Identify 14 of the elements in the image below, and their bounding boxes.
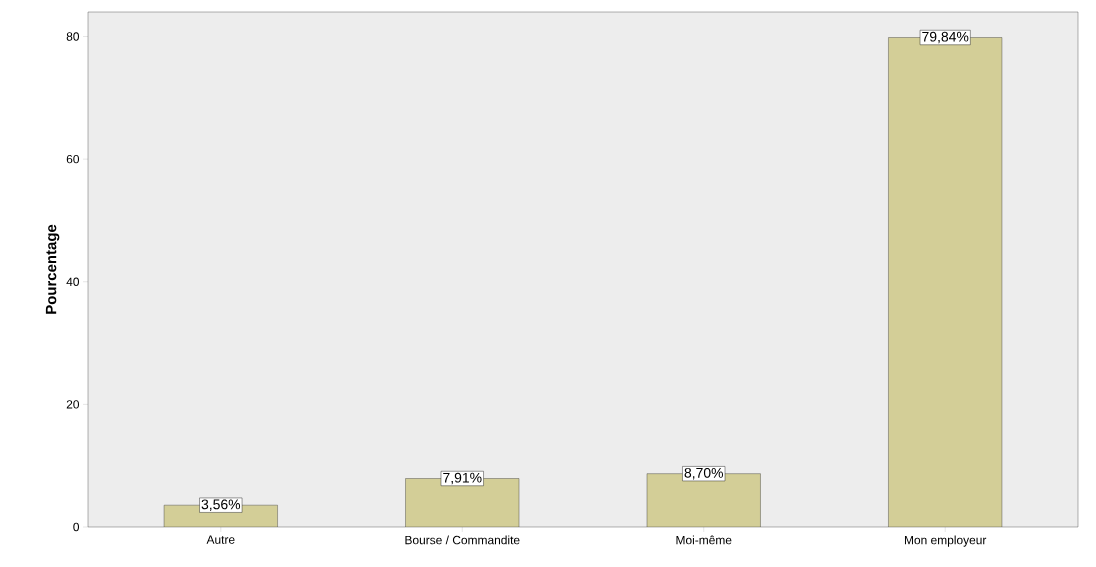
data-label: 7,91%	[443, 472, 482, 485]
x-tick-label: Mon employeur	[904, 535, 987, 547]
data-label: 8,70%	[684, 467, 724, 480]
x-tick-label: Autre	[206, 535, 235, 544]
y-tick-label: 80	[66, 32, 80, 41]
y-axis-title: Pourcentage	[45, 224, 60, 314]
data-label: 3,56%	[201, 499, 241, 511]
y-tick-label: 0	[73, 522, 80, 532]
x-tick-label: Moi-même	[676, 535, 732, 545]
y-tick-label: 40	[66, 277, 80, 286]
y-tick-label: 20	[66, 400, 80, 409]
y-tick-label: 60	[66, 154, 80, 164]
x-tick-label: Bourse / Commandite	[405, 535, 520, 545]
data-label: 79,84%	[922, 31, 969, 44]
